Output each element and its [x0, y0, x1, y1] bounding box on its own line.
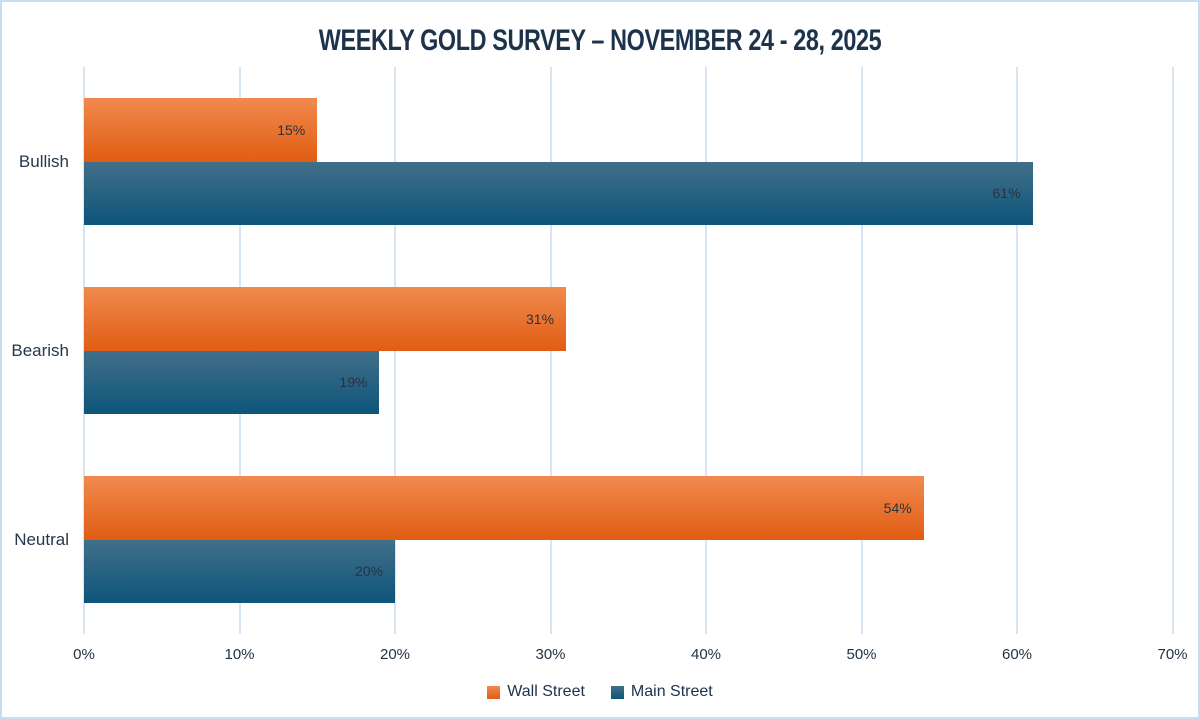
legend-swatch-wall-street: [487, 685, 501, 699]
legend-item-main-street: Main Street: [610, 683, 713, 701]
bar-value-label: 15%: [277, 121, 306, 138]
gridline: [1016, 67, 1018, 634]
legend-label-wall-street: Wall Street: [507, 683, 585, 700]
category-label-neutral: Neutral: [14, 529, 69, 549]
legend-swatch-main-street: [610, 685, 624, 699]
legend-label-main-street: Main Street: [630, 683, 713, 700]
chart-title: WEEKLY GOLD SURVEY – NOVEMBER 24 - 28, 2…: [318, 24, 882, 57]
gridline: [549, 67, 552, 634]
x-tick-label: 50%: [846, 646, 877, 663]
x-tick-label: 60%: [1001, 646, 1033, 663]
bar-value-label: 54%: [883, 499, 912, 516]
bar-main-street-bullish: 61%: [84, 161, 1033, 225]
legend-item-wall-street: Wall Street: [487, 683, 585, 701]
gridline: [1171, 67, 1174, 634]
bar-main-street-neutral: 20%: [84, 539, 395, 603]
bar-value-label: 61%: [992, 185, 1021, 202]
bar-wall-street-bearish: 31%: [84, 287, 567, 351]
bar-value-label: 20%: [354, 563, 383, 580]
bar-wall-street-bullish: 15%: [84, 98, 318, 162]
category-label-bearish: Bearish: [11, 340, 69, 360]
bar-main-street-bearish: 19%: [84, 350, 380, 414]
bar-wall-street-neutral: 54%: [84, 476, 924, 540]
x-tick-label: 20%: [379, 646, 411, 663]
gridline: [705, 67, 707, 634]
bar-value-label: 19%: [339, 374, 368, 391]
gridline: [860, 67, 863, 634]
x-tick-label: 10%: [224, 646, 255, 663]
bar-value-label: 31%: [526, 310, 555, 327]
x-tick-label: 0%: [73, 646, 95, 663]
x-tick-label: 40%: [690, 646, 722, 663]
gridline: [394, 67, 396, 634]
x-tick-label: 70%: [1157, 646, 1188, 663]
category-label-bullish: Bullish: [18, 151, 69, 171]
x-tick-label: 30%: [535, 646, 566, 663]
legend: Wall Street Main Street: [2, 683, 1198, 701]
